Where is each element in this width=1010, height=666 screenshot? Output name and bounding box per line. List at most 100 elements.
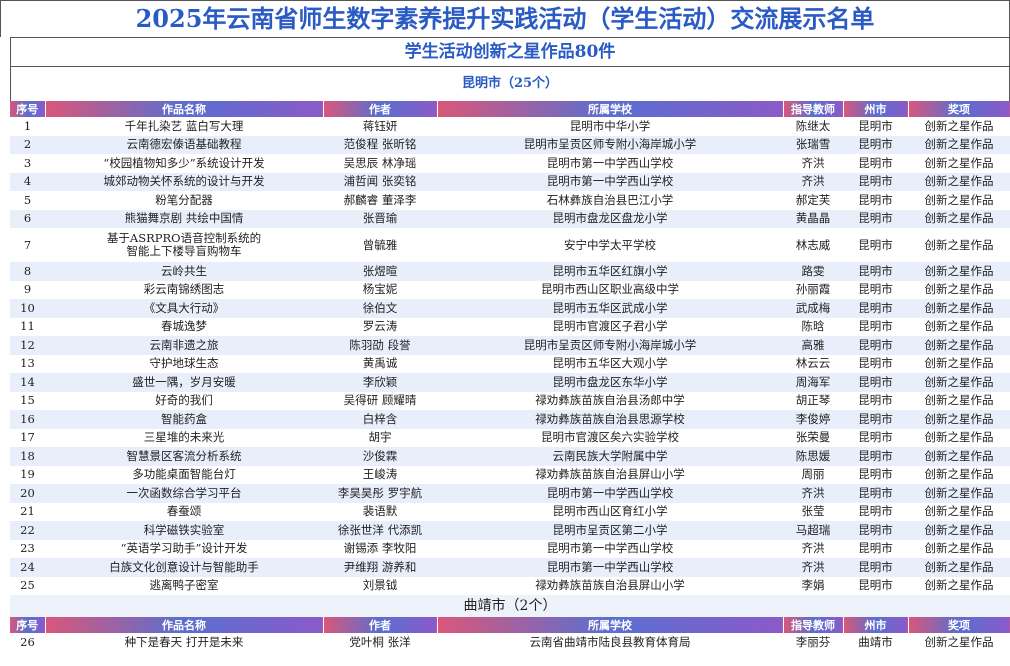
cell: 昆明市第一中学西山学校 [546, 541, 674, 556]
cell: 昆明市官渡区子君小学 [552, 319, 668, 334]
cell: 16 [10, 410, 45, 429]
cell: 齐洪 [801, 541, 825, 556]
cell: 创新之星作品 [908, 521, 1010, 540]
cell: 创新之星作品 [924, 504, 994, 519]
cell: 陈羽劭 段誉 [323, 336, 437, 355]
cell: 20 [10, 484, 45, 503]
cell: 胡宇 [368, 430, 392, 445]
column-header: 作者 [323, 617, 438, 633]
cell: 好奇的我们 [155, 393, 213, 408]
cell: 昆明市第一中学西山学校 [546, 155, 674, 170]
row: 8 云岭共生 张煜暄 昆明市五华区红旗小学 路雯 昆明市 创新之星作品 [10, 262, 1010, 281]
header-row: 序号 作品名称 作者 所属学校 指导教师 州市 奖项 [10, 617, 1010, 633]
cell: 盛世一隅，岁月安暖 [45, 373, 323, 392]
cell: 2 [10, 135, 45, 154]
cell: 创新之星作品 [924, 467, 994, 482]
column-header: 指导教师 [783, 617, 844, 633]
cell: 创新之星作品 [908, 135, 1010, 154]
column-header: 序号 [10, 617, 46, 633]
row: 6 熊猫舞京剧 共绘中国情 张晋瑜 昆明市盘龙区盘龙小学 黄晶晶 昆明市 创新之星作品 [10, 209, 1010, 228]
cell: 李丽芬 [795, 634, 831, 649]
cell: 武成梅 [783, 299, 843, 318]
cell: 3 [23, 155, 32, 170]
cell: 昆明市 [843, 558, 908, 577]
cell: 路雯 [783, 262, 843, 281]
cell: 彩云南锦绣图志 [143, 282, 225, 297]
cell: 创新之星作品 [924, 237, 994, 252]
cell: 昆明市 [843, 336, 908, 355]
cell: 昆明市 [858, 356, 893, 371]
cell: 徐伯文 [323, 299, 437, 318]
subtitle: 学生活动创新之星作品80件 [10, 37, 1010, 66]
cell: 17 [20, 430, 35, 445]
cell: 张瑞雪 [783, 135, 843, 154]
row: 13 守护地球生态 黄禹诚 昆明市五华区大观小学 林云云 昆明市 创新之星作品 [10, 355, 1010, 374]
cell: 郝定芙 [795, 192, 831, 207]
cell: 张晋瑜 [323, 209, 437, 228]
cell: 23 [20, 541, 35, 556]
sections: 昆明市（25个） 序号 作品名称 作者 所属学校 指导教师 州市 奖项 1 千年扎染艺 蓝白写大理… [10, 66, 1010, 652]
cell: 创新之星作品 [924, 118, 994, 133]
cell: 昆明市 [858, 578, 893, 593]
column-header: 作者 [323, 101, 438, 117]
cell: 多功能桌面智能台灯 [132, 467, 236, 482]
cell: 创新之星作品 [908, 410, 1010, 429]
row: 14 盛世一隅，岁月安暖 李欣颖 昆明市盘龙区东华小学 周海军 昆明市 创新之星作品 [10, 373, 1010, 392]
cell: 齐洪 [783, 558, 843, 577]
cell: 春蚕颂 [166, 504, 202, 519]
cell: 春城逸梦 [161, 319, 207, 334]
cell: 陈晗 [801, 319, 825, 334]
cell: 《文具大行动》 [45, 299, 323, 318]
cell: 裴语默 [362, 504, 398, 519]
cell: 云南省曲靖市陆良县教育体育局 [529, 634, 691, 649]
row: 11 春城逸梦 罗云涛 昆明市官渡区子君小学 陈晗 昆明市 创新之星作品 [10, 318, 1010, 337]
cell: 昆明市盘龙区盘龙小学 [437, 209, 783, 228]
cell: 昆明市 [843, 209, 908, 228]
cell: 白梓含 [323, 410, 437, 429]
cell: 6 [10, 209, 45, 228]
row: 1 千年扎染艺 蓝白写大理 蒋钰妍 昆明市中华小学 陈继太 昆明市 创新之星作品 [10, 117, 1010, 136]
cell: 齐洪 [783, 172, 843, 191]
cell: 创新之星作品 [908, 558, 1010, 577]
cell: 15 [20, 393, 35, 408]
table: 序号 作品名称 作者 所属学校 指导教师 州市 奖项 26 种下是春天 打开是未来 党叶桐 张洋云… [10, 617, 1010, 652]
row: 24 白族文化创意设计与智能助手 尹维翔 游养和 昆明市第一中学西山学校 齐洪 昆明市 创新… [10, 558, 1010, 577]
cell: 林云云 [795, 356, 831, 371]
title: 2025年云南省师生数字素养提升实践活动（学生活动）交流展示名单 [0, 0, 1010, 37]
cell: 13 [20, 356, 35, 371]
column-header: 所属学校 [437, 617, 784, 633]
cell: 昆明市西山区职业高级中学 [541, 282, 679, 297]
cell: 昆明市五华区武成小学 [437, 299, 783, 318]
cell: 昆明市 [843, 299, 908, 318]
cell: 张莹 [801, 504, 825, 519]
cell: 熊猫舞京剧 共绘中国情 [45, 209, 323, 228]
row: 22 科学磁铁实验室 徐张世洋 代添凯 昆明市呈贡区第二小学 马超瑞 昆明市 创新之星作品 [10, 521, 1010, 540]
column-header: 州市 [843, 101, 909, 117]
column-header: 作品名称 [45, 101, 324, 117]
cell: 创新之星作品 [908, 262, 1010, 281]
cell: 1 [23, 118, 32, 133]
cell: 云岭共生 [45, 262, 323, 281]
cell: 胡正琴 [795, 393, 831, 408]
cell: 昆明市 [843, 135, 908, 154]
cell: 昆明市中华小学 [569, 118, 651, 133]
cell: 18 [10, 447, 45, 466]
cell: 昆明市第一中学西山学校 [437, 484, 783, 503]
cell: 昆明市 [843, 521, 908, 540]
cell: 李欣颖 [323, 373, 437, 392]
cell: 王峻涛 [362, 467, 398, 482]
cell: 马超瑞 [783, 521, 843, 540]
cell: 云南德宏傣语基础教程 [45, 135, 323, 154]
cell: 5 [23, 192, 32, 207]
cell: 千年扎染艺 蓝白写大理 [124, 118, 244, 133]
cell: 12 [10, 336, 45, 355]
row: 23 “英语学习助手”设计开发 谢锡添 李牧阳 昆明市第一中学西山学校 齐洪 昆明市 创新之… [10, 540, 1010, 559]
cell: 创新之星作品 [924, 192, 994, 207]
cell: 种下是春天 打开是未来 [124, 634, 244, 649]
cell: 创新之星作品 [924, 282, 994, 297]
cell: 8 [10, 262, 45, 281]
cell: 26 [20, 634, 35, 649]
cell: 黄晶晶 [783, 209, 843, 228]
row: 2 云南德宏傣语基础教程 范俊程 张昕铭 昆明市呈贡区师专附小海岸城小学 张瑞雪 昆明市创… [10, 135, 1010, 154]
cell: 昆明市第一中学西山学校 [437, 558, 783, 577]
